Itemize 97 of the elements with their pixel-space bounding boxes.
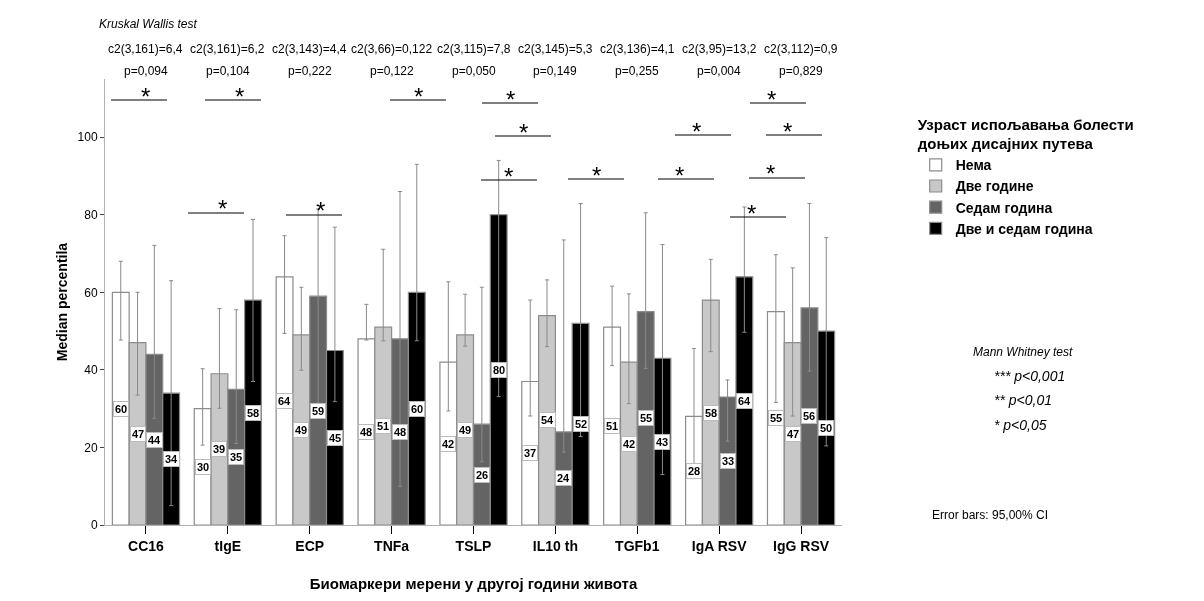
data-label: 48 — [394, 426, 407, 438]
data-label: 26 — [476, 469, 489, 481]
text: p=0,004 — [697, 64, 742, 78]
data-label: 24 — [557, 472, 571, 484]
x-tick-label: ECP — [295, 537, 325, 554]
annotation: * — [235, 83, 245, 110]
annotation: * — [504, 163, 514, 190]
data-label: 28 — [688, 465, 701, 477]
x-tick-label: IgA RSV — [691, 537, 748, 554]
data-label: 58 — [705, 407, 718, 419]
data-label: 59 — [312, 405, 325, 417]
legend-label: Две и седам година — [955, 220, 1093, 237]
text: c2(3,145)=5,3 — [518, 42, 593, 56]
text: p=0,222 — [288, 64, 333, 78]
data-label: 64 — [278, 395, 292, 407]
annotation: * — [592, 162, 602, 189]
x-tick-label: TSLP — [455, 537, 492, 554]
legend-label: Нема — [955, 157, 992, 174]
data-label: 51 — [606, 420, 619, 432]
legend-label: Седам година — [955, 199, 1053, 216]
annotation: * — [141, 83, 151, 110]
x-tick-label: tIgE — [214, 537, 242, 554]
y-axis-title: Median percentila — [54, 242, 70, 362]
y-tick-label: 20 — [84, 440, 98, 455]
text: p=0,104 — [206, 64, 251, 78]
data-label: 49 — [295, 424, 308, 436]
data-label: 35 — [230, 451, 243, 463]
y-tick-label: 100 — [77, 130, 98, 145]
x-axis-title: Биомаркери мерени у другој години живота — [309, 574, 638, 592]
annotation: * — [675, 162, 685, 189]
data-label: 64 — [738, 395, 752, 407]
x-tick-label: TGFb1 — [615, 537, 660, 554]
annotation: * — [767, 86, 777, 113]
x-tick-label: IgG RSV — [773, 537, 830, 554]
legend-title: Узраст испољавања болести доњих дисајних путева — [917, 115, 1134, 153]
data-label: 55 — [640, 412, 653, 424]
y-tick-label: 40 — [84, 363, 98, 378]
annotation: * — [783, 118, 793, 145]
data-label: 39 — [213, 443, 226, 455]
annotation: * — [747, 200, 757, 227]
data-label: 48 — [360, 426, 373, 438]
data-label: 30 — [197, 461, 210, 473]
legend-label: Две године — [955, 178, 1034, 195]
data-label: 55 — [770, 412, 783, 424]
data-label: 45 — [329, 432, 342, 444]
data-label: 49 — [459, 424, 472, 436]
text: p=0,149 — [533, 64, 578, 78]
annotation: * — [766, 160, 776, 187]
text: ** p<0,01 — [994, 392, 1052, 408]
data-label: 60 — [411, 403, 424, 415]
data-label: 51 — [377, 420, 390, 432]
data-label: 58 — [247, 407, 260, 419]
text: Error bars: 95,00% CI — [932, 508, 1049, 522]
data-label: 54 — [541, 414, 555, 426]
data-label: 37 — [524, 447, 537, 459]
data-label: 42 — [623, 438, 636, 450]
data-label: 56 — [803, 410, 816, 422]
data-label: 47 — [132, 428, 145, 440]
text: Kruskal Wallis test — [99, 17, 198, 31]
data-label: 80 — [493, 364, 506, 376]
data-label: 33 — [722, 455, 735, 467]
x-tick-label: IL10 th — [532, 537, 578, 554]
text: c2(3,95)=13,2 — [682, 42, 757, 56]
text: * p<0,05 — [994, 417, 1047, 433]
annotation: * — [506, 86, 516, 113]
text: p=0,255 — [615, 64, 660, 78]
annotation: * — [414, 83, 424, 110]
data-label: 42 — [442, 438, 455, 450]
text: c2(3,143)=4,4 — [272, 42, 347, 56]
y-tick-label: 80 — [84, 207, 98, 222]
text: p=0,050 — [452, 64, 497, 78]
text: c2(3,112)=0,9 — [764, 42, 838, 56]
text: c2(3,136)=4,1 — [600, 42, 675, 56]
annotation: * — [218, 195, 228, 222]
text: c2(3,66)=0,122 — [351, 42, 433, 56]
text: p=0,122 — [370, 64, 415, 78]
text: p=0,094 — [124, 64, 169, 78]
text: c2(3,161)=6,2 — [190, 42, 265, 56]
text: *** p<0,001 — [994, 368, 1066, 384]
data-label: 44 — [148, 434, 162, 446]
text: p=0,829 — [779, 64, 824, 78]
y-tick-label: 60 — [84, 285, 98, 300]
annotation: * — [316, 197, 326, 224]
data-label: 34 — [165, 453, 179, 465]
data-label: 50 — [820, 422, 833, 434]
text: Mann Whitney test — [973, 345, 1074, 359]
data-label: 47 — [787, 428, 800, 440]
x-tick-label: TNFa — [374, 537, 410, 554]
annotation: * — [692, 118, 702, 145]
data-label: 43 — [656, 436, 669, 448]
text: c2(3,161)=6,4 — [108, 42, 183, 56]
annotation: * — [519, 119, 529, 146]
data-label: 52 — [575, 418, 588, 430]
text: c2(3,115)=7,8 — [437, 42, 511, 56]
x-tick-label: CC16 — [128, 537, 165, 554]
data-label: 60 — [115, 403, 128, 415]
y-tick-label: 0 — [90, 518, 98, 533]
